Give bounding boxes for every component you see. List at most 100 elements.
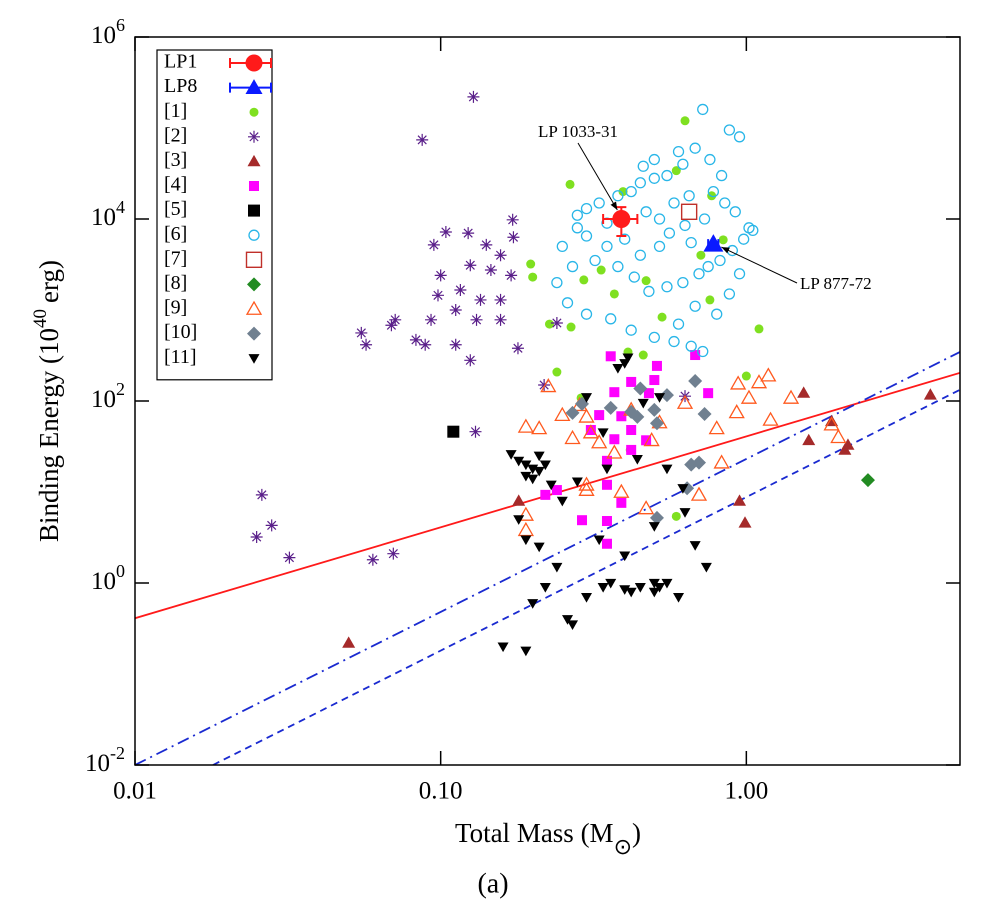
point xyxy=(528,272,538,282)
point xyxy=(552,367,562,377)
point xyxy=(596,265,606,275)
y-tick-exponent: 4 xyxy=(116,197,125,217)
point xyxy=(628,271,640,283)
point xyxy=(601,516,612,527)
point xyxy=(700,562,712,573)
point xyxy=(689,300,701,312)
point xyxy=(550,316,563,329)
point xyxy=(474,293,487,306)
point xyxy=(738,516,752,528)
legend-label: [6] xyxy=(164,223,187,245)
point xyxy=(668,197,680,209)
point xyxy=(494,313,507,326)
point xyxy=(551,276,563,289)
point xyxy=(697,406,712,421)
point xyxy=(625,587,637,598)
point xyxy=(634,249,646,261)
point xyxy=(533,451,545,462)
point xyxy=(690,486,708,501)
point xyxy=(626,376,637,387)
point xyxy=(640,206,652,218)
point xyxy=(540,489,551,500)
point xyxy=(454,283,467,296)
point xyxy=(823,416,840,431)
point xyxy=(571,222,584,234)
point xyxy=(342,636,356,648)
legend-marker xyxy=(247,154,261,167)
legend-marker xyxy=(247,326,261,341)
point xyxy=(469,425,482,438)
point xyxy=(677,276,689,289)
point xyxy=(619,233,631,245)
point xyxy=(651,360,662,371)
point xyxy=(707,185,720,198)
fit-line xyxy=(212,388,960,765)
point xyxy=(366,553,379,566)
legend-label: [7] xyxy=(164,247,187,269)
legend-marker xyxy=(247,277,261,292)
legend-label: [5] xyxy=(164,198,187,220)
point xyxy=(431,289,444,302)
annotation: LP 1033-31 xyxy=(538,122,618,141)
point xyxy=(616,411,627,422)
point xyxy=(533,466,545,477)
point xyxy=(760,367,777,382)
point xyxy=(556,496,568,507)
point xyxy=(622,353,634,364)
point xyxy=(638,350,648,360)
point xyxy=(593,535,605,546)
point xyxy=(579,275,589,285)
point xyxy=(634,583,646,593)
point xyxy=(643,388,654,399)
y-tick-exponent: 2 xyxy=(116,379,125,399)
point xyxy=(648,153,660,166)
point xyxy=(830,428,847,444)
point xyxy=(613,483,630,498)
point xyxy=(782,389,800,404)
point xyxy=(464,354,477,367)
point xyxy=(733,494,747,506)
point xyxy=(659,388,674,403)
point xyxy=(637,160,649,172)
legend-marker xyxy=(249,181,259,191)
point xyxy=(593,197,605,209)
point xyxy=(729,206,741,218)
y-tick-base: 10 xyxy=(91,386,116,413)
point xyxy=(387,547,400,560)
point xyxy=(566,322,576,332)
point xyxy=(562,615,574,625)
point xyxy=(385,319,398,332)
point xyxy=(606,444,623,459)
point xyxy=(841,438,855,450)
y-tick-label: 106 xyxy=(91,15,125,49)
legend-label: [2] xyxy=(164,124,187,146)
point xyxy=(419,338,432,351)
point xyxy=(685,236,697,249)
point xyxy=(533,542,545,553)
point xyxy=(637,500,655,515)
point xyxy=(601,455,612,466)
point xyxy=(255,488,268,501)
legend-label: LP1 xyxy=(164,51,197,73)
point xyxy=(683,190,695,202)
point xyxy=(409,333,422,346)
point xyxy=(520,460,532,471)
point xyxy=(449,338,462,351)
point xyxy=(554,406,571,421)
point xyxy=(505,269,518,282)
point xyxy=(723,288,736,300)
point xyxy=(661,281,673,293)
annotation-arrow xyxy=(577,142,618,211)
point xyxy=(619,551,631,562)
point xyxy=(634,177,646,189)
point xyxy=(360,338,373,351)
point xyxy=(860,473,875,488)
legend-marker xyxy=(245,54,263,72)
point xyxy=(612,210,631,228)
point xyxy=(585,425,596,436)
point xyxy=(578,481,595,496)
point xyxy=(733,268,746,280)
point xyxy=(657,312,667,322)
point xyxy=(649,416,664,431)
legend-label: [9] xyxy=(164,297,187,319)
